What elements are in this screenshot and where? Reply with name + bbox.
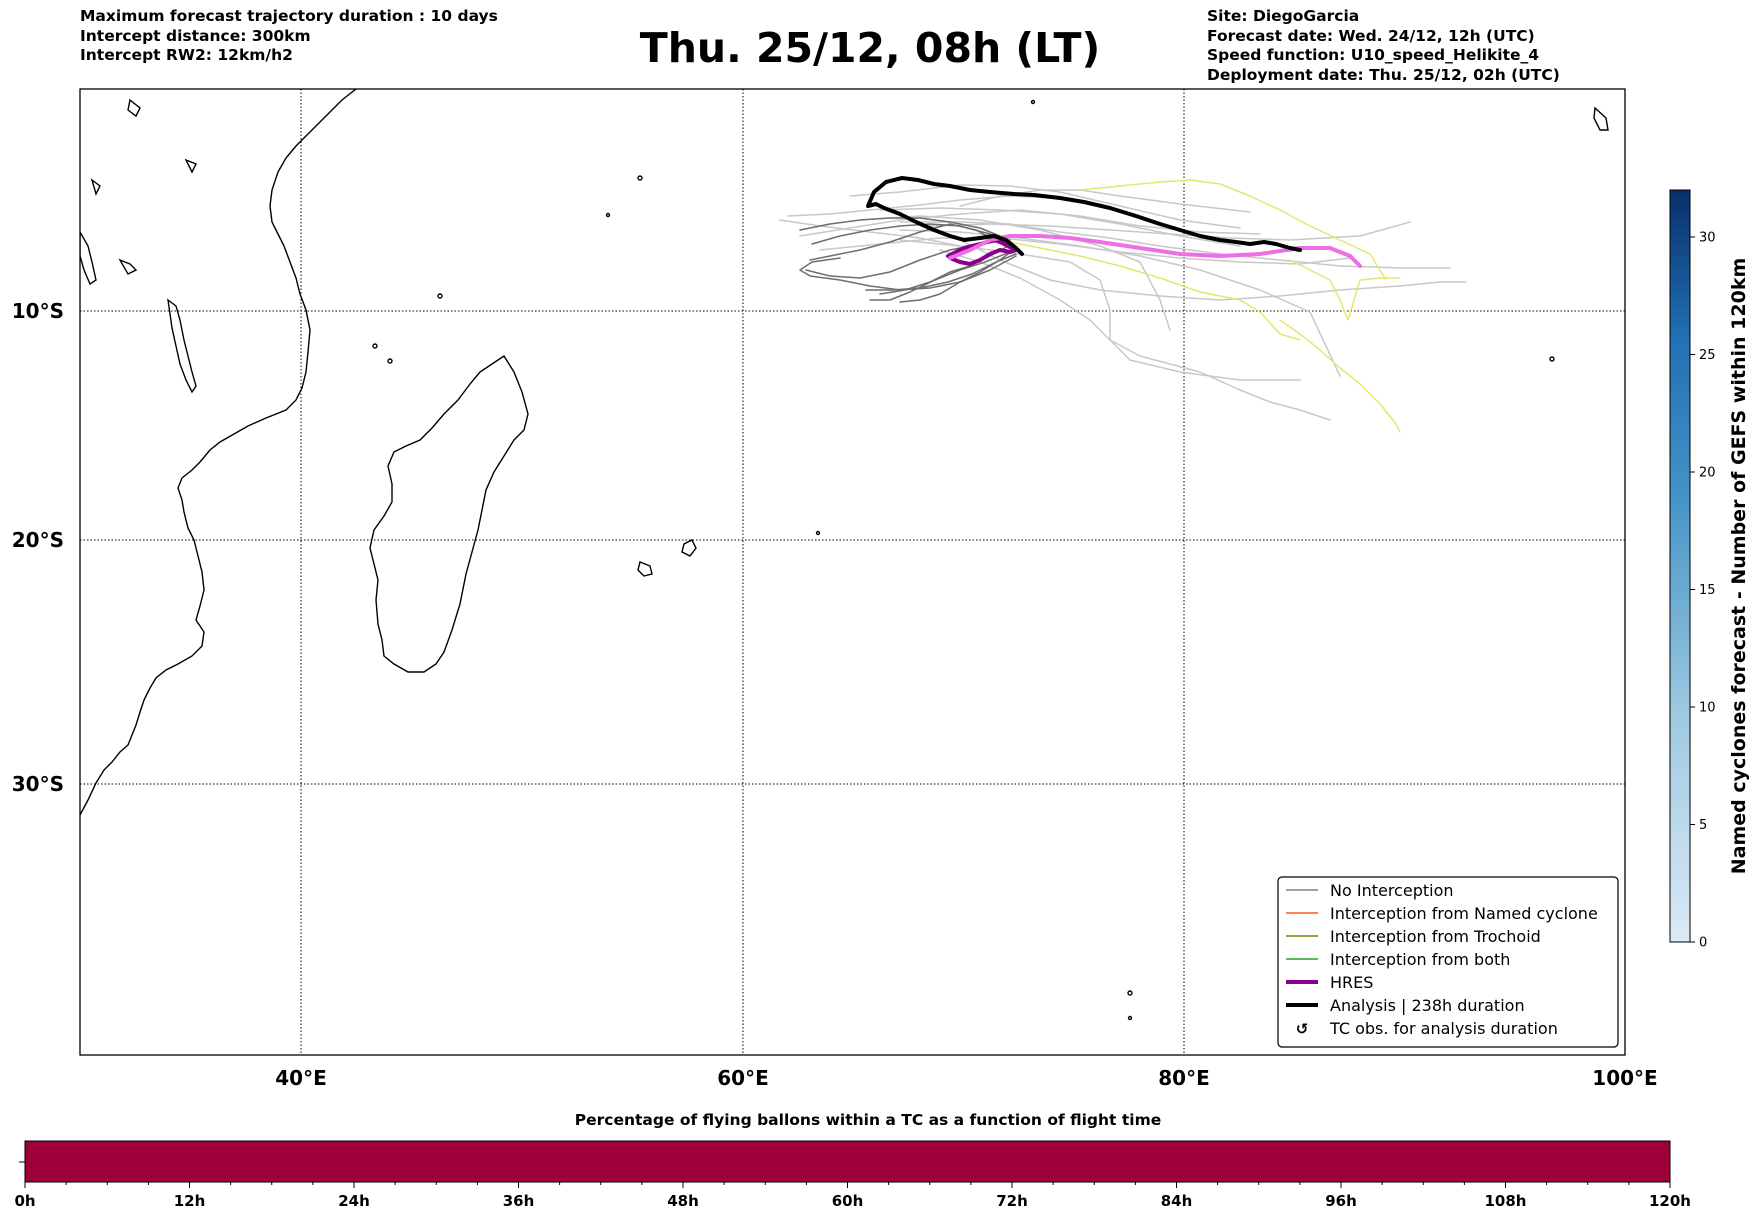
small-islet: [437, 293, 443, 299]
small-islet: [184, 158, 197, 174]
header-deployment-date: Deployment date: Thu. 25/12, 02h (UTC): [1207, 65, 1560, 84]
map-frame: [79, 88, 1626, 1056]
colorbar-tick-label: 20: [1699, 466, 1716, 481]
timebar-title: Percentage of flying ballons within a TC…: [575, 1111, 1162, 1129]
timebar-tick-label: 48h: [667, 1192, 699, 1210]
gridlines: [80, 89, 1625, 1055]
legend-label: HRES: [1330, 973, 1373, 992]
timebar-tick-label: 24h: [338, 1192, 370, 1210]
colorbar-tick-label: 10: [1699, 701, 1716, 716]
mauritius-island: [681, 539, 697, 557]
far-east-island: [1593, 106, 1609, 131]
legend-label: Interception from Trochoid: [1330, 927, 1541, 946]
legend-label: Interception from both: [1330, 950, 1510, 969]
legend-label: No Interception: [1330, 881, 1454, 900]
legend-item-analysis: Analysis | 238h duration: [1286, 996, 1525, 1015]
legend-item-trochoid: Interception from Trochoid: [1286, 927, 1541, 946]
timebar-tick-label: 72h: [996, 1192, 1028, 1210]
coastlines: [80, 89, 1609, 1021]
madagascar-coastline: [369, 355, 529, 673]
colorbar-tick-label: 0: [1699, 936, 1707, 951]
comoros-island: [167, 298, 197, 394]
timebar: Percentage of flying ballons within a TC…: [14, 1111, 1691, 1210]
timebar-tick-label: 36h: [503, 1192, 535, 1210]
small-islet: [1549, 356, 1555, 362]
legend-label: TC obs. for analysis duration: [1329, 1019, 1558, 1038]
lat-tick-label: 30°S: [12, 772, 64, 796]
legend-item-tc-obs: ↺ TC obs. for analysis duration: [1296, 1019, 1558, 1038]
timebar-tick-label: 96h: [1325, 1192, 1357, 1210]
colorbar-label: Named cyclones forecast - Number of GEFS…: [1728, 258, 1750, 875]
lon-tick-label: 60°E: [717, 1066, 769, 1090]
colorbar: 0 5 10 15 20 25 30 Named cyclones forecast - N…: [1669, 189, 1750, 951]
header-speed-function: Speed function: U10_speed_Helikite_4: [1207, 46, 1540, 64]
legend-item-both: Interception from both: [1286, 950, 1510, 969]
map-title: Thu. 25/12, 08h (LT): [0, 22, 1752, 74]
timebar-fill: [24, 1140, 1671, 1183]
legend-item-hres: HRES: [1286, 973, 1373, 992]
header-intercept-rw2: Intercept RW2: 12km/h2: [80, 46, 293, 64]
small-islet: [605, 212, 611, 218]
mascarene-island: [637, 561, 653, 577]
colorbar-tick-label: 5: [1699, 818, 1707, 833]
timebar-ticks: 0h 12h 24h 36h 48h 60h 72h 84h 96h 108h 120h: [14, 1182, 1691, 1210]
zanzibar-island: [118, 258, 138, 275]
legend: No Interception Interception from Named …: [1277, 876, 1619, 1048]
legend-item-no-interception: No Interception: [1286, 881, 1454, 900]
small-islet: [1030, 99, 1036, 105]
legend-label: Interception from Named cyclone: [1330, 904, 1598, 923]
header-info-left: Maximum forecast trajectory duration : 1…: [80, 7, 498, 66]
map-title-text: Thu. 25/12, 08h (LT): [639, 24, 1101, 72]
africa-coastline: [80, 89, 357, 816]
lat-tick-label: 20°S: [12, 528, 64, 552]
timebar-tick-label: 12h: [174, 1192, 206, 1210]
colorbar-ticks: 0 5 10 15 20 25 30: [1690, 231, 1716, 951]
legend-item-named-cyclone: Interception from Named cyclone: [1286, 904, 1598, 923]
header-duration: Maximum forecast trajectory duration : 1…: [80, 7, 498, 25]
gefs-yellow-trajectories: [999, 179, 1401, 433]
header-forecast-date: Forecast date: Wed. 24/12, 12h (UTC): [1207, 26, 1535, 45]
lon-axis-labels: 40°E 60°E 80°E 100°E: [275, 1066, 1657, 1090]
timebar-tick-label: 120h: [1649, 1192, 1691, 1210]
header-site: Site: DiegoGarcia: [1207, 7, 1360, 25]
hres-trajectory: [946, 238, 1018, 266]
timebar-tick-label: 0h: [14, 1192, 35, 1210]
legend-box: [1277, 876, 1619, 1048]
colorbar-tick-label: 15: [1699, 583, 1716, 598]
colorbar-tick-label: 25: [1699, 348, 1716, 363]
small-islet: [1127, 990, 1133, 996]
timebar-tick-label: 108h: [1485, 1192, 1527, 1210]
seychelles-island: [80, 230, 97, 286]
header-intercept-distance: Intercept distance: 300km: [80, 26, 311, 45]
small-islet: [90, 178, 101, 196]
header-info-right: Site: DiegoGarcia Forecast date: Wed. 24…: [1207, 7, 1560, 85]
small-islet: [127, 98, 141, 118]
colorbar-tick-label: 30: [1699, 231, 1716, 246]
timebar-tick-label: 84h: [1161, 1192, 1193, 1210]
lon-tick-label: 80°E: [1158, 1066, 1210, 1090]
analysis-trajectory: [866, 176, 1302, 256]
colorbar-gradient: [1669, 189, 1691, 943]
lon-tick-label: 40°E: [275, 1066, 327, 1090]
small-islet: [1127, 1015, 1133, 1021]
small-islet: [637, 175, 643, 181]
lon-tick-label: 100°E: [1592, 1066, 1657, 1090]
trajectories: [779, 176, 1467, 433]
lat-axis-labels: 10°S 20°S 30°S: [12, 299, 64, 796]
small-islet: [372, 343, 378, 349]
small-islet: [387, 358, 393, 364]
tc-symbol-icon: ↺: [1296, 1020, 1309, 1038]
legend-label: Analysis | 238h duration: [1330, 996, 1525, 1015]
timebar-tick-label: 60h: [832, 1192, 864, 1210]
small-islet: [815, 530, 821, 536]
lat-tick-label: 10°S: [12, 299, 64, 323]
